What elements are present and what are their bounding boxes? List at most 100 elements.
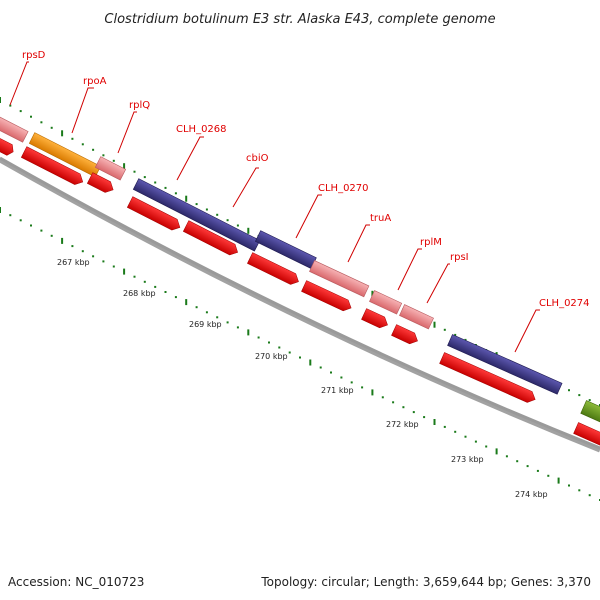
minor-tick (547, 474, 550, 477)
minor-tick (423, 416, 426, 419)
minor-tick (402, 406, 405, 409)
minor-tick (133, 170, 136, 173)
minor-tick (19, 219, 22, 222)
major-tick (309, 359, 312, 366)
minor-tick (154, 285, 157, 288)
cds-arrow-rpoA[interactable] (20, 146, 85, 188)
minor-tick (588, 399, 591, 402)
feature-truA[interactable] (309, 260, 370, 298)
minor-tick (319, 366, 322, 369)
gene-label-rplQ: rplQ (129, 100, 150, 111)
kbp-label-269: 269 kbp (189, 320, 222, 329)
cds-arrow-rplM[interactable] (361, 308, 390, 331)
cds-arrow-truA[interactable] (301, 280, 353, 314)
cds-arrow-cbiO[interactable] (182, 220, 240, 258)
minor-tick-row (0, 207, 600, 501)
minor-tick (526, 465, 529, 468)
major-tick (0, 207, 1, 213)
cds-arrow-rpsI[interactable] (391, 324, 420, 347)
minor-tick (164, 186, 167, 189)
cds-arrow-CLH_0274[interactable] (439, 352, 538, 405)
feature-rplQ[interactable] (94, 156, 127, 181)
feature-CLH_0274[interactable] (447, 334, 563, 395)
gene-label-cbiO: cbiO (246, 153, 269, 164)
kbp-label-274: 274 kbp (515, 490, 548, 499)
minor-tick (485, 445, 488, 448)
gene-label-rpoA: rpoA (83, 76, 107, 87)
minor-tick (443, 328, 446, 331)
cds-arrow-CLH_0270[interactable] (247, 252, 301, 287)
feature-CLH_0268[interactable] (132, 178, 261, 252)
feature-rpoA[interactable] (28, 132, 102, 178)
kbp-label-268: 268 kbp (123, 289, 156, 298)
minor-tick (288, 351, 291, 354)
kbp-label-272: 272 kbp (386, 420, 419, 429)
genome-summary-text: Topology: circular; Length: 3,659,644 bp… (260, 575, 591, 589)
minor-tick (578, 394, 581, 397)
backbone-shadow (0, 157, 600, 453)
minor-tick (164, 291, 167, 293)
minor-tick (40, 229, 43, 232)
minor-tick (174, 296, 177, 299)
minor-tick (578, 489, 581, 492)
minor-tick (464, 435, 467, 438)
minor-tick (81, 143, 84, 146)
accession-text: Accession: NC_010723 (8, 575, 144, 589)
gene-label-CLH_0268: CLH_0268 (176, 124, 227, 135)
minor-tick (236, 224, 239, 227)
feature-rpsI[interactable] (399, 304, 434, 330)
major-tick (371, 389, 374, 396)
kbp-label-267: 267 kbp (57, 258, 90, 267)
minor-tick (195, 306, 198, 309)
major-tick (371, 290, 374, 297)
minor-tick (30, 224, 32, 227)
minor-tick (133, 275, 136, 278)
minor-tick (216, 316, 219, 319)
minor-tick (381, 396, 384, 399)
minor-tick (505, 455, 508, 458)
minor-tick (350, 381, 353, 384)
minor-tick (588, 494, 591, 497)
major-tick (61, 130, 64, 137)
major-tick (61, 237, 64, 244)
minor-tick (257, 336, 260, 339)
cds-arrow-partial[interactable] (573, 422, 600, 451)
major-tick (185, 299, 188, 306)
minor-tick (361, 386, 364, 389)
major-tick (247, 227, 250, 234)
feature-rplM[interactable] (369, 290, 403, 315)
minor-tick (102, 154, 105, 157)
feature-rpsD[interactable] (0, 113, 29, 143)
major-tick (123, 268, 126, 275)
minor-tick (195, 203, 198, 206)
feature-partial-green[interactable] (580, 400, 600, 426)
minor-tick (536, 469, 539, 472)
minor-tick (216, 213, 219, 216)
minor-tick (19, 110, 22, 113)
minor-tick (92, 255, 95, 258)
major-tick (433, 419, 436, 425)
minor-tick (568, 389, 570, 392)
minor-tick (71, 137, 74, 140)
minor-tick (226, 219, 229, 222)
minor-tick (112, 265, 115, 268)
cds-arrow-rplQ[interactable] (86, 172, 116, 195)
minor-tick (278, 346, 281, 349)
gene-label-rplM: rplM (420, 237, 442, 248)
minor-tick (443, 425, 446, 428)
minor-tick (464, 338, 467, 341)
minor-tick (412, 411, 415, 414)
minor-tick (340, 376, 343, 379)
minor-tick (474, 440, 477, 443)
gene-label-truA: truA (370, 213, 391, 224)
minor-tick (299, 356, 301, 359)
cds-arrow-rpsD[interactable] (0, 134, 16, 157)
major-tick (247, 329, 250, 336)
minor-tick (50, 234, 53, 237)
minor-tick (205, 208, 208, 211)
cds-arrow-CLH_0268[interactable] (126, 196, 182, 233)
minor-tick (154, 181, 157, 184)
genome-backbone (0, 156, 600, 450)
minor-tick (92, 148, 95, 151)
